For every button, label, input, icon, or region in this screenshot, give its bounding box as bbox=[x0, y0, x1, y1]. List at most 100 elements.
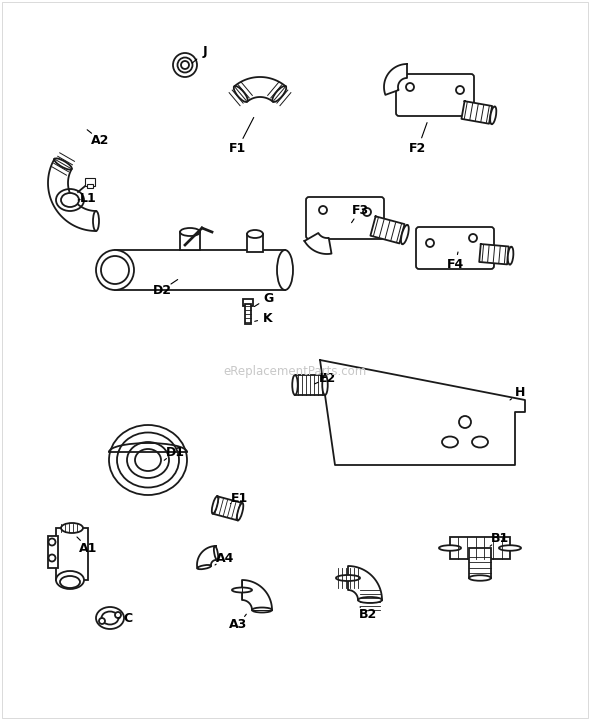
Ellipse shape bbox=[117, 433, 179, 487]
Polygon shape bbox=[479, 244, 509, 264]
FancyBboxPatch shape bbox=[306, 197, 384, 239]
Bar bbox=[247, 234, 263, 252]
Ellipse shape bbox=[56, 571, 84, 589]
Circle shape bbox=[173, 53, 197, 77]
Ellipse shape bbox=[508, 247, 513, 265]
Ellipse shape bbox=[180, 228, 200, 236]
Text: C: C bbox=[123, 611, 133, 624]
Polygon shape bbox=[384, 64, 407, 95]
Circle shape bbox=[115, 612, 121, 618]
Text: F3: F3 bbox=[352, 204, 369, 217]
Ellipse shape bbox=[135, 449, 161, 471]
Bar bbox=[469, 548, 491, 578]
Ellipse shape bbox=[252, 608, 272, 613]
Ellipse shape bbox=[336, 575, 360, 581]
Ellipse shape bbox=[109, 425, 187, 495]
Circle shape bbox=[426, 239, 434, 247]
Polygon shape bbox=[461, 101, 492, 124]
Polygon shape bbox=[304, 233, 332, 254]
Text: A1: A1 bbox=[79, 541, 97, 554]
Ellipse shape bbox=[60, 576, 80, 588]
Circle shape bbox=[469, 234, 477, 242]
Ellipse shape bbox=[214, 546, 218, 560]
Ellipse shape bbox=[490, 107, 496, 125]
Ellipse shape bbox=[469, 575, 491, 581]
Bar bbox=[450, 537, 510, 559]
Text: eReplacementParts.com: eReplacementParts.com bbox=[224, 366, 366, 379]
Ellipse shape bbox=[401, 225, 409, 244]
Ellipse shape bbox=[96, 250, 134, 290]
Ellipse shape bbox=[292, 375, 298, 395]
Circle shape bbox=[363, 208, 371, 216]
Text: F1: F1 bbox=[230, 142, 247, 155]
Polygon shape bbox=[234, 77, 286, 102]
Text: K: K bbox=[263, 312, 273, 325]
Text: A3: A3 bbox=[229, 618, 247, 631]
Ellipse shape bbox=[61, 193, 79, 207]
Bar bbox=[48, 536, 58, 568]
Ellipse shape bbox=[54, 158, 72, 170]
Bar bbox=[245, 304, 251, 324]
Ellipse shape bbox=[442, 436, 458, 448]
Polygon shape bbox=[320, 360, 525, 465]
Text: G: G bbox=[263, 292, 273, 305]
Circle shape bbox=[406, 83, 414, 91]
Ellipse shape bbox=[197, 565, 211, 570]
Ellipse shape bbox=[439, 545, 461, 551]
Ellipse shape bbox=[101, 256, 129, 284]
Bar bbox=[180, 232, 200, 250]
Text: B1: B1 bbox=[491, 531, 509, 544]
Text: E2: E2 bbox=[319, 372, 337, 384]
Bar bbox=[56, 528, 88, 580]
Ellipse shape bbox=[212, 496, 218, 513]
Ellipse shape bbox=[56, 189, 84, 211]
FancyBboxPatch shape bbox=[416, 227, 494, 269]
Ellipse shape bbox=[358, 597, 382, 603]
Circle shape bbox=[99, 618, 105, 624]
Text: B2: B2 bbox=[359, 608, 377, 621]
Circle shape bbox=[48, 554, 55, 562]
Text: F2: F2 bbox=[409, 142, 427, 155]
FancyBboxPatch shape bbox=[396, 74, 474, 116]
Text: D1: D1 bbox=[166, 446, 185, 459]
Polygon shape bbox=[212, 496, 242, 521]
Text: A4: A4 bbox=[216, 552, 234, 564]
Polygon shape bbox=[348, 566, 382, 600]
Text: H: H bbox=[515, 385, 525, 398]
Ellipse shape bbox=[127, 442, 169, 478]
Ellipse shape bbox=[322, 375, 328, 395]
Circle shape bbox=[319, 206, 327, 214]
Text: L1: L1 bbox=[80, 192, 96, 204]
Circle shape bbox=[456, 86, 464, 94]
Ellipse shape bbox=[61, 523, 83, 533]
Bar bbox=[295, 375, 325, 395]
Circle shape bbox=[178, 58, 192, 73]
Bar bbox=[85, 178, 95, 186]
Ellipse shape bbox=[277, 250, 293, 290]
Ellipse shape bbox=[247, 230, 263, 238]
Ellipse shape bbox=[101, 611, 119, 624]
Ellipse shape bbox=[232, 588, 252, 593]
Text: F4: F4 bbox=[447, 258, 464, 271]
Bar bbox=[115, 250, 285, 290]
Text: E1: E1 bbox=[231, 492, 248, 505]
Text: D2: D2 bbox=[152, 284, 172, 297]
Ellipse shape bbox=[237, 503, 243, 521]
Text: A2: A2 bbox=[91, 133, 109, 146]
Polygon shape bbox=[371, 216, 405, 243]
Ellipse shape bbox=[472, 436, 488, 448]
Bar bbox=[243, 299, 253, 306]
Ellipse shape bbox=[93, 211, 99, 231]
Ellipse shape bbox=[96, 607, 124, 629]
Circle shape bbox=[181, 61, 189, 69]
Bar bbox=[87, 184, 93, 188]
Ellipse shape bbox=[499, 545, 521, 551]
Polygon shape bbox=[242, 580, 272, 610]
Text: J: J bbox=[203, 45, 207, 58]
Polygon shape bbox=[197, 546, 216, 568]
Ellipse shape bbox=[234, 86, 248, 102]
Polygon shape bbox=[48, 159, 96, 231]
Circle shape bbox=[48, 539, 55, 546]
Ellipse shape bbox=[273, 86, 286, 102]
Circle shape bbox=[459, 416, 471, 428]
